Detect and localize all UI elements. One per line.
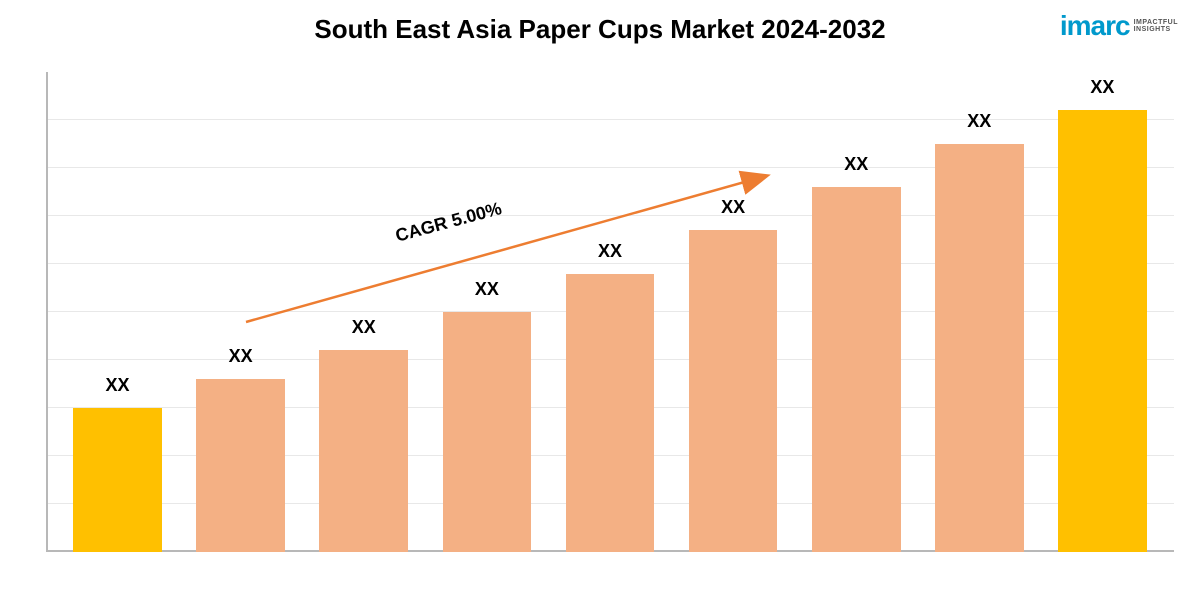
bar-value-label: XX [319, 317, 408, 338]
bar-group: XX [566, 72, 655, 552]
logo-tagline: IMPACTFULINSIGHTS [1134, 19, 1178, 33]
bar-group: XX [196, 72, 285, 552]
bar-group: XX [1058, 72, 1147, 552]
bar [1058, 110, 1147, 552]
bar [73, 408, 162, 552]
bar-value-label: XX [443, 279, 532, 300]
bar-group: XX [319, 72, 408, 552]
bar-group: XX [689, 72, 778, 552]
bar-group: XX [443, 72, 532, 552]
bar-value-label: XX [1058, 77, 1147, 98]
bar [689, 230, 778, 552]
bar [443, 312, 532, 552]
bar-value-label: XX [935, 111, 1024, 132]
bar-group: XX [935, 72, 1024, 552]
bar-value-label: XX [812, 154, 901, 175]
bar-value-label: XX [566, 241, 655, 262]
bar-group: XX [73, 72, 162, 552]
bar [812, 187, 901, 552]
logo-text: imarc [1060, 10, 1130, 42]
bar-chart: XXXXXXXXXXXXXXXXXX CAGR 5.00% [46, 72, 1174, 552]
chart-title: South East Asia Paper Cups Market 2024-2… [0, 14, 1200, 45]
bar-value-label: XX [196, 346, 285, 367]
bar [319, 350, 408, 552]
brand-logo: imarc IMPACTFULINSIGHTS [1060, 10, 1178, 42]
bar [935, 144, 1024, 552]
bar-group: XX [812, 72, 901, 552]
bar [196, 379, 285, 552]
bar-value-label: XX [689, 197, 778, 218]
bar [566, 274, 655, 552]
bars-container: XX XX XX XX XX XX XX XX XX [46, 72, 1174, 552]
bar-value-label: XX [73, 375, 162, 396]
